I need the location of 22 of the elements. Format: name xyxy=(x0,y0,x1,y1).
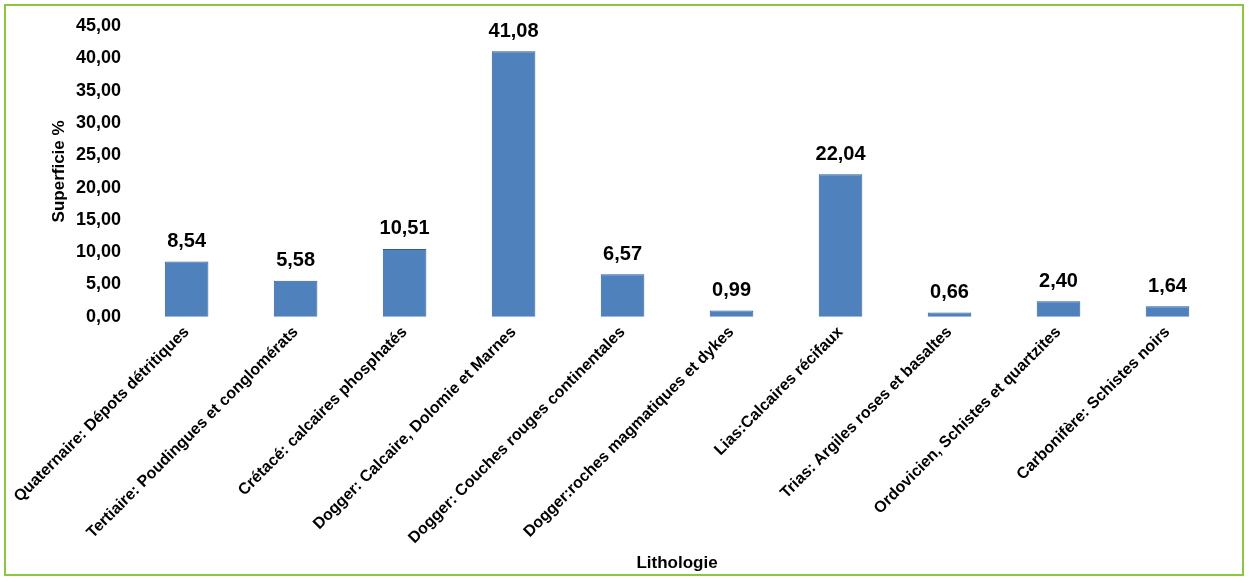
y-tick-label: 30,00 xyxy=(76,111,122,132)
y-tick-label: 25,00 xyxy=(76,144,122,165)
data-label: 0,66 xyxy=(930,280,969,303)
data-label: 0,99 xyxy=(712,277,752,300)
y-tick-label: 20,00 xyxy=(76,176,122,197)
y-tick-label: 35,00 xyxy=(76,79,122,100)
data-label: 2,40 xyxy=(1039,268,1078,291)
y-tick-label: 5,00 xyxy=(86,273,122,294)
data-label: 10,51 xyxy=(379,216,430,239)
y-tick-label: 15,00 xyxy=(76,208,122,229)
data-label: 6,57 xyxy=(603,241,643,264)
x-axis-title: Lithologie xyxy=(636,553,718,573)
y-tick-label: 10,00 xyxy=(76,241,122,262)
data-label: 22,04 xyxy=(815,141,867,164)
data-label: 8,54 xyxy=(167,229,207,252)
y-tick-label: 0,00 xyxy=(86,305,122,326)
data-label: 41,08 xyxy=(488,18,539,41)
data-label: 5,58 xyxy=(276,248,316,271)
y-tick-label: 40,00 xyxy=(76,47,122,68)
data-label: 1,64 xyxy=(1148,273,1188,296)
y-tick-label: 45,00 xyxy=(76,14,122,35)
y-axis-title: Superficie % xyxy=(48,120,68,223)
